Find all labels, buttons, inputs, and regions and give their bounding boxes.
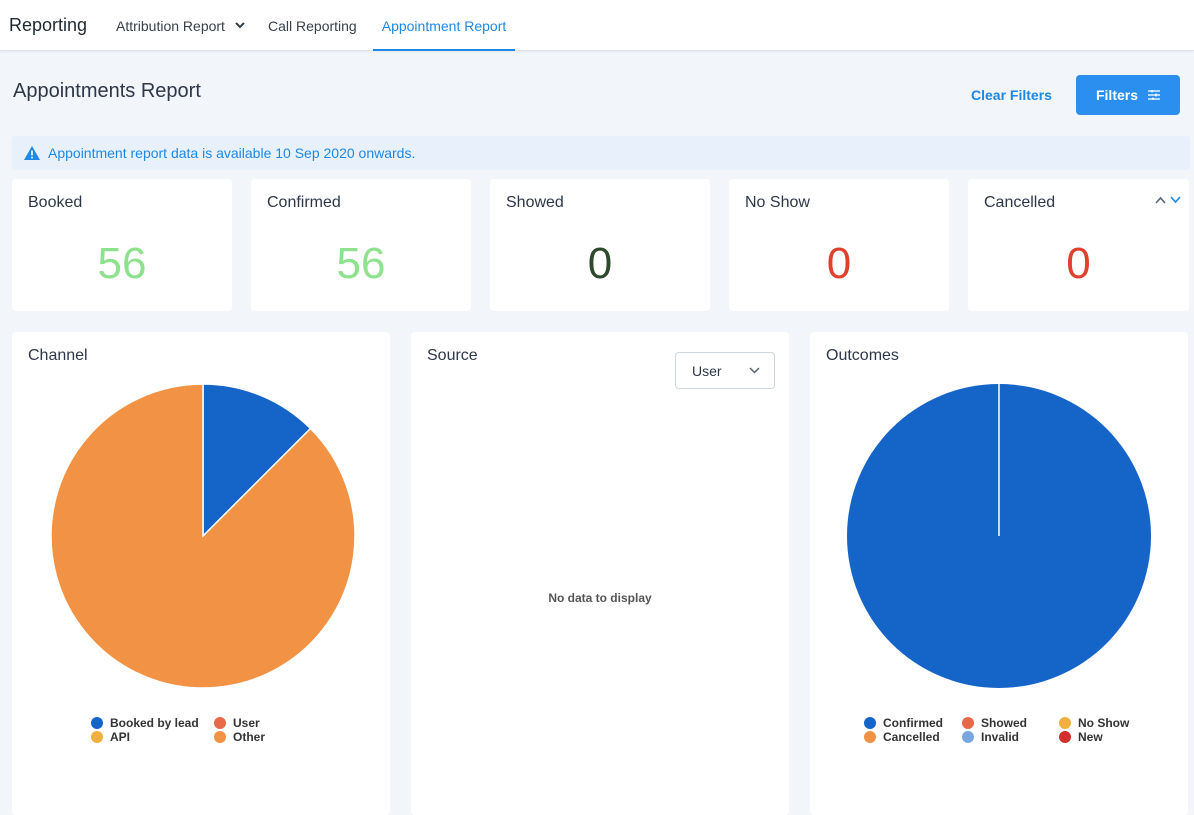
- legend-item[interactable]: No Show: [1059, 716, 1129, 730]
- stat-value: 56: [97, 239, 147, 288]
- legend-dot: [864, 731, 876, 743]
- pie-slice-booked-by-lead[interactable]: [202, 383, 312, 538]
- brand-title: Reporting: [9, 15, 88, 35]
- legend-label: User: [233, 716, 260, 730]
- outcomes-legend: Confirmed Showed No Show Cancelled Inval…: [864, 716, 1164, 746]
- tab-attribution-report[interactable]: Attribution Report: [116, 18, 245, 51]
- stat-label: Showed: [506, 194, 564, 211]
- legend-label: Other: [233, 730, 266, 744]
- legend-label: Booked by lead: [110, 716, 199, 730]
- legend-item[interactable]: User: [214, 716, 260, 730]
- stat-label: Cancelled: [984, 194, 1056, 211]
- legend-dot: [214, 731, 226, 743]
- stat-card-booked: Booked 56: [12, 179, 232, 311]
- card-title: Channel: [28, 347, 88, 364]
- tab-label: Call Reporting: [268, 18, 357, 34]
- chevron-down-icon: [749, 367, 760, 374]
- stat-label: No Show: [745, 194, 810, 211]
- legend-dot: [1059, 717, 1071, 729]
- outcomes-pie-chart: [847, 384, 1151, 688]
- warning-icon: [24, 146, 40, 160]
- tab-call-reporting[interactable]: Call Reporting: [268, 18, 357, 51]
- legend-dot: [214, 717, 226, 729]
- legend-item[interactable]: Booked by lead: [91, 716, 199, 730]
- legend-dot: [1059, 731, 1071, 743]
- legend-dot: [864, 717, 876, 729]
- legend-dot: [91, 731, 103, 743]
- channel-card: Channel Booked by lead User API Other: [12, 332, 390, 815]
- legend-item[interactable]: Other: [214, 730, 265, 744]
- notice-text: Appointment report data is available 10 …: [48, 145, 416, 161]
- legend-item[interactable]: Confirmed: [864, 716, 943, 730]
- stat-label: Booked: [28, 194, 83, 211]
- stat-value: 0: [587, 239, 613, 288]
- channel-legend: Booked by lead User API Other: [91, 716, 311, 746]
- tab-label: Attribution Report: [116, 18, 225, 34]
- stat-label: Confirmed: [267, 194, 341, 211]
- legend-item[interactable]: New: [1059, 730, 1103, 744]
- filter-sliders-icon: [1148, 90, 1160, 100]
- legend-label: Invalid: [981, 730, 1020, 744]
- legend-label: API: [110, 730, 131, 744]
- top-navigation: Reporting Attribution Report Call Report…: [0, 0, 1194, 51]
- stat-card-no-show: No Show 0: [729, 179, 949, 311]
- info-notice: Appointment report data is available 10 …: [12, 136, 1190, 170]
- source-group-select[interactable]: User: [675, 352, 775, 389]
- legend-label: No Show: [1078, 716, 1130, 730]
- stat-value: 0: [826, 239, 852, 288]
- channel-pie-chart: [50, 383, 356, 689]
- legend-label: New: [1078, 730, 1103, 744]
- chevron-down-icon[interactable]: [1170, 196, 1181, 204]
- source-card: Source User No data to display: [411, 332, 789, 815]
- tab-appointment-report[interactable]: Appointment Report: [373, 18, 515, 51]
- pie-slice-other[interactable]: [50, 383, 356, 689]
- legend-dot: [962, 717, 974, 729]
- stat-value: 0: [1066, 239, 1091, 288]
- chevron-up-icon[interactable]: [1155, 196, 1166, 204]
- stat-card-confirmed: Confirmed 56: [251, 179, 471, 311]
- scroll-arrows: [1155, 196, 1181, 204]
- legend-label: Confirmed: [883, 716, 943, 730]
- empty-state-text: No data to display: [548, 591, 652, 605]
- card-title: Source: [427, 347, 478, 364]
- legend-dot: [91, 717, 103, 729]
- clear-filters-link[interactable]: Clear Filters: [971, 87, 1052, 103]
- legend-item[interactable]: Cancelled: [864, 730, 940, 744]
- legend-item[interactable]: Invalid: [962, 730, 1019, 744]
- legend-item[interactable]: Showed: [962, 716, 1027, 730]
- card-title: Outcomes: [826, 347, 899, 364]
- chevron-down-icon: [235, 22, 245, 29]
- stat-value: 56: [336, 239, 386, 288]
- tab-label: Appointment Report: [381, 18, 507, 34]
- outcomes-card: Outcomes Confirmed Showed No Show Cancel…: [810, 332, 1188, 815]
- stat-card-cancelled: Cancelled 0: [968, 179, 1189, 311]
- legend-label: Showed: [981, 716, 1028, 730]
- legend-label: Cancelled: [883, 730, 940, 744]
- select-value: User: [692, 362, 722, 379]
- filters-button-label: Filters: [1095, 87, 1138, 103]
- legend-item[interactable]: API: [91, 730, 130, 744]
- filters-button[interactable]: Filters: [1076, 75, 1180, 115]
- legend-dot: [962, 731, 974, 743]
- stat-card-showed: Showed 0: [490, 179, 710, 311]
- page-title: Appointments Report: [13, 80, 201, 102]
